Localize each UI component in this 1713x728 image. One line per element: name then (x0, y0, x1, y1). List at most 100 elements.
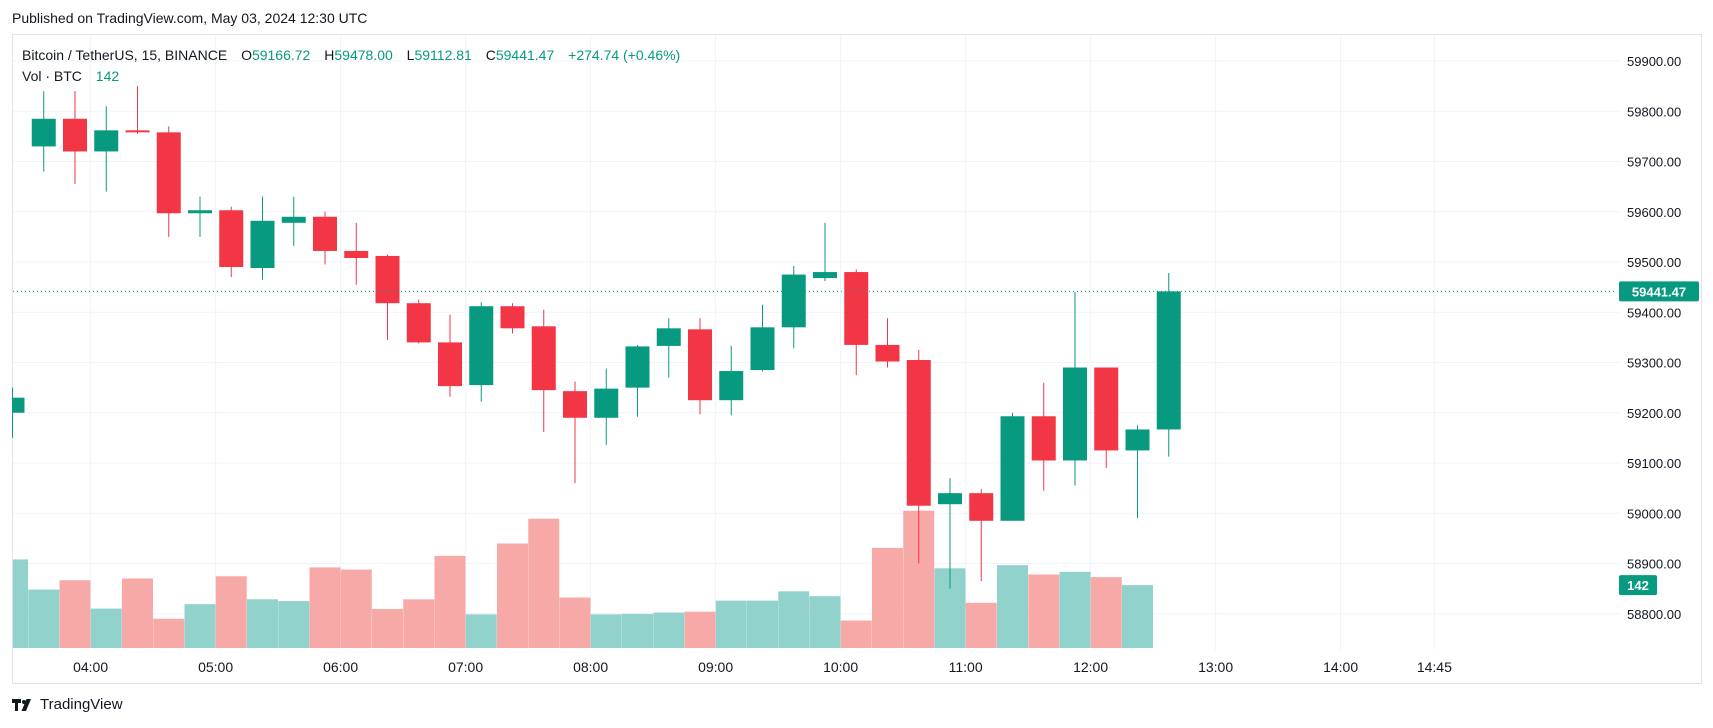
candle-body (594, 388, 619, 418)
candle (500, 303, 525, 334)
candle (1000, 412, 1025, 521)
candle-body (875, 344, 900, 362)
volume-bar (684, 611, 716, 648)
candle (406, 299, 431, 344)
candle-body (938, 493, 962, 505)
legend-volume-label[interactable]: Vol · BTC (22, 68, 82, 84)
published-header: Published on TradingView.com, May 03, 20… (12, 10, 368, 26)
legend-low-value: 59112.81 (414, 47, 472, 63)
volume-bar (965, 602, 997, 648)
candle (313, 211, 337, 265)
time-tick-label: 04:00 (73, 659, 108, 675)
price-axis[interactable]: 59900.00 59800.00 59700.00 59600.00 59500.00… (1619, 54, 1699, 622)
tradingview-branding[interactable]: TradingView (12, 696, 123, 713)
tradingview-brand-text: TradingView (40, 696, 123, 713)
legend-close-label: C (485, 47, 496, 63)
candle (719, 345, 744, 416)
candle (12, 387, 25, 438)
volume-bar (90, 608, 122, 648)
volume-bar (809, 596, 841, 648)
candle (594, 368, 619, 445)
candle-body (844, 272, 869, 345)
last-volume-label: 142 (1627, 578, 1649, 593)
time-tick-label: 09:00 (698, 659, 733, 675)
candle-body (219, 210, 244, 268)
volume-bar (622, 613, 653, 648)
volume-bar (528, 518, 560, 648)
candle-body (188, 210, 212, 214)
candle (563, 381, 587, 484)
candle-body (781, 274, 806, 328)
volume-bar (778, 591, 810, 648)
volume-bar (122, 578, 153, 648)
time-tick-label: 14:00 (1323, 659, 1358, 675)
candle-body (31, 118, 56, 147)
price-tick-label: 59600.00 (1627, 205, 1681, 220)
time-tick-label: 13:00 (1198, 659, 1233, 675)
price-tick-label: 59700.00 (1627, 155, 1681, 170)
legend-high-label: H (324, 47, 335, 63)
candle-body (281, 216, 306, 223)
volume-bars (13, 510, 1153, 648)
volume-bar (840, 620, 872, 648)
time-axis[interactable]: 04:00 05:00 06:00 07:00 08:00 09:00 10:00 11:00… (73, 659, 1452, 675)
candle-body (813, 272, 837, 279)
candle (781, 266, 806, 349)
price-tick-label: 59000.00 (1627, 506, 1681, 521)
candle-body (1000, 416, 1025, 521)
last-price-badge (1619, 281, 1699, 302)
time-tick-label: 14:45 (1417, 659, 1452, 675)
candle (375, 254, 400, 340)
volume-bar (247, 599, 278, 648)
candle-body (1125, 429, 1150, 451)
candle-body (13, 397, 25, 413)
volume-bar (153, 618, 185, 648)
candle-body (531, 326, 556, 391)
candle-body (1063, 367, 1087, 461)
candle-body (313, 216, 337, 251)
chart-legend: Bitcoin / TetherUS, 15, BINANCE O59166.7… (22, 45, 680, 87)
time-tick-label: 10:00 (823, 659, 858, 675)
candle (938, 478, 962, 589)
candle-body (63, 118, 87, 152)
volume-bar (278, 601, 310, 648)
candle (63, 91, 87, 185)
legend-low-label: L (406, 47, 415, 63)
candle (281, 196, 306, 246)
candle-body (156, 132, 181, 214)
volume-bar (715, 600, 747, 648)
candle (906, 349, 931, 564)
candle (94, 106, 119, 192)
price-tick-label: 59400.00 (1627, 305, 1681, 320)
candle (344, 222, 369, 285)
volume-bar (1059, 571, 1091, 648)
price-tick-label: 58800.00 (1627, 607, 1681, 622)
volume-bar (403, 599, 435, 648)
candle (250, 196, 275, 280)
candles (12, 86, 1181, 589)
legend-high-value: 59478.00 (334, 47, 393, 63)
chart-frame[interactable] (12, 34, 1702, 684)
volume-bar (497, 543, 528, 648)
candle (1156, 273, 1181, 457)
volume-bar (653, 612, 685, 648)
candle-body (1156, 291, 1181, 430)
price-tick-label: 59500.00 (1627, 255, 1681, 270)
candle (125, 86, 150, 134)
candle (31, 91, 56, 172)
volume-bar (747, 600, 778, 648)
candle (188, 196, 212, 237)
volume-bar (1090, 577, 1122, 648)
candle-body (469, 306, 494, 386)
candle (875, 318, 900, 368)
candle-body (344, 250, 369, 258)
candle (625, 344, 650, 417)
candle-body (500, 306, 525, 329)
legend-symbol[interactable]: Bitcoin / TetherUS, 15, BINANCE (22, 47, 228, 63)
tradingview-logo-icon (12, 698, 31, 711)
time-tick-label: 12:00 (1073, 659, 1108, 675)
time-tick-label: 06:00 (323, 659, 358, 675)
candle-body (969, 493, 994, 521)
volume-bar (28, 589, 60, 648)
